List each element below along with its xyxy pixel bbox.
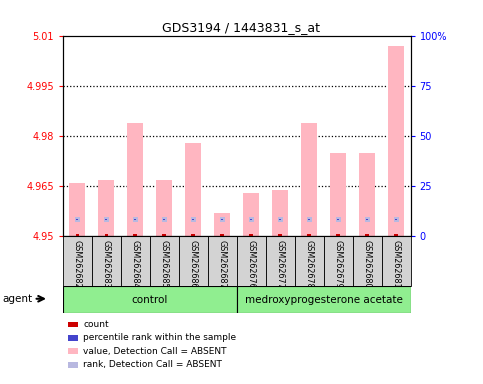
Text: GSM262677: GSM262677 xyxy=(276,240,284,288)
Bar xyxy=(163,219,165,220)
Bar xyxy=(150,236,179,286)
Bar xyxy=(336,234,340,236)
Text: GSM262679: GSM262679 xyxy=(334,240,342,288)
Bar xyxy=(295,236,324,286)
Text: GSM262678: GSM262678 xyxy=(305,240,313,288)
Bar xyxy=(134,219,136,220)
Text: GSM262681: GSM262681 xyxy=(392,240,400,288)
Bar xyxy=(307,234,311,236)
Bar xyxy=(382,236,411,286)
Bar xyxy=(192,219,194,220)
Bar xyxy=(191,217,196,222)
Bar xyxy=(272,190,288,236)
Bar xyxy=(185,143,201,236)
Bar xyxy=(279,219,281,220)
Bar xyxy=(301,123,317,236)
Bar xyxy=(359,153,375,236)
Text: GSM262680: GSM262680 xyxy=(363,240,371,288)
Bar xyxy=(266,236,295,286)
Bar xyxy=(278,217,283,222)
Bar xyxy=(243,193,259,236)
Bar xyxy=(128,123,143,236)
Bar xyxy=(394,217,398,222)
Text: value, Detection Call = ABSENT: value, Detection Call = ABSENT xyxy=(83,347,227,356)
Bar xyxy=(330,153,346,236)
Bar xyxy=(133,217,138,222)
Bar xyxy=(162,234,166,236)
Bar xyxy=(353,236,382,286)
Bar xyxy=(104,234,108,236)
Bar xyxy=(99,180,114,236)
Bar xyxy=(365,234,369,236)
Bar xyxy=(366,219,368,220)
Text: GDS3194 / 1443831_s_at: GDS3194 / 1443831_s_at xyxy=(162,21,321,34)
Bar xyxy=(214,213,230,236)
Bar xyxy=(250,219,252,220)
Text: percentile rank within the sample: percentile rank within the sample xyxy=(83,333,236,343)
Bar xyxy=(75,217,80,222)
Bar xyxy=(220,234,224,236)
Bar xyxy=(324,236,353,286)
Bar xyxy=(394,234,398,236)
Bar xyxy=(395,219,397,220)
Text: GSM262686: GSM262686 xyxy=(189,240,198,288)
Bar xyxy=(179,236,208,286)
Text: medroxyprogesterone acetate: medroxyprogesterone acetate xyxy=(245,295,402,305)
Text: GSM262687: GSM262687 xyxy=(218,240,227,288)
Bar xyxy=(365,217,369,222)
Bar xyxy=(133,234,137,236)
Bar xyxy=(307,217,312,222)
Bar xyxy=(221,219,223,220)
Bar xyxy=(191,234,195,236)
Text: GSM262684: GSM262684 xyxy=(131,240,140,288)
Bar xyxy=(104,217,109,222)
Bar xyxy=(237,286,411,313)
Bar xyxy=(63,236,92,286)
Text: GSM262683: GSM262683 xyxy=(102,240,111,288)
Bar xyxy=(70,183,85,236)
Bar xyxy=(249,234,253,236)
Text: GSM262682: GSM262682 xyxy=(73,240,82,288)
Bar xyxy=(156,180,172,236)
Text: control: control xyxy=(131,295,168,305)
Bar xyxy=(249,217,254,222)
Bar xyxy=(237,236,266,286)
Bar xyxy=(162,217,167,222)
Text: count: count xyxy=(83,320,109,329)
Text: agent: agent xyxy=(2,294,32,304)
Bar xyxy=(63,286,237,313)
Bar xyxy=(337,219,339,220)
Bar xyxy=(308,219,310,220)
Bar xyxy=(388,46,404,236)
Bar xyxy=(336,217,341,222)
Bar xyxy=(220,217,225,222)
Bar xyxy=(208,236,237,286)
Text: GSM262676: GSM262676 xyxy=(247,240,256,288)
Bar xyxy=(121,236,150,286)
Text: rank, Detection Call = ABSENT: rank, Detection Call = ABSENT xyxy=(83,360,222,369)
Bar xyxy=(105,219,107,220)
Bar xyxy=(75,234,79,236)
Text: GSM262685: GSM262685 xyxy=(160,240,169,288)
Bar xyxy=(76,219,78,220)
Bar xyxy=(92,236,121,286)
Bar xyxy=(278,234,282,236)
